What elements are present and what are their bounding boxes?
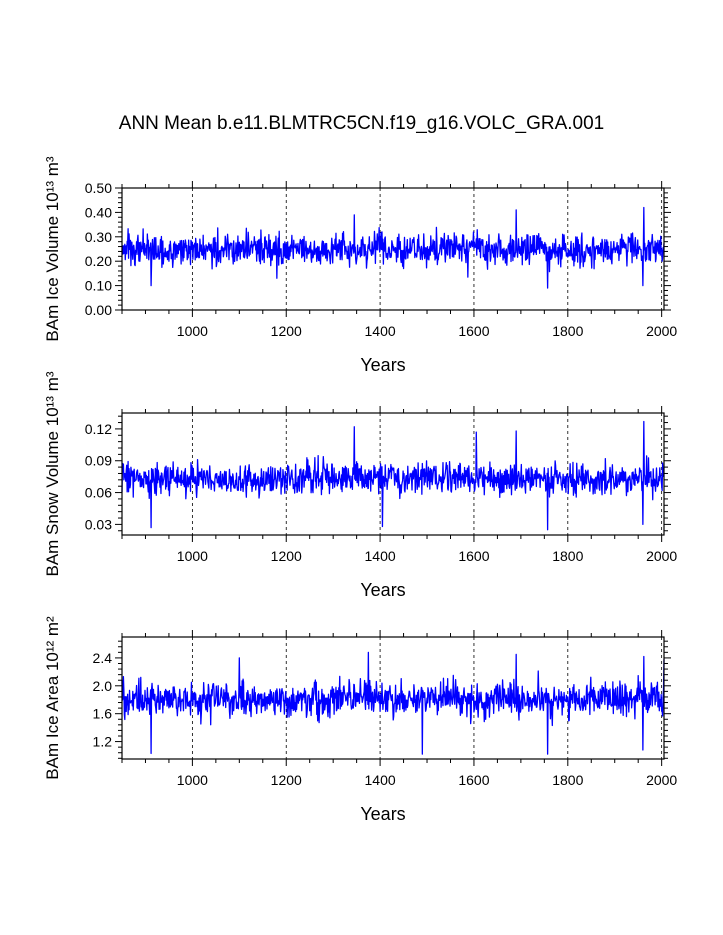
x-tick-label: 1400 — [365, 772, 396, 788]
y-tick-label: 0.50 — [85, 180, 112, 196]
y-tick-label: 0.03 — [85, 516, 112, 532]
x-tick-label: 1600 — [458, 548, 489, 564]
y-tick-label: 0.12 — [85, 421, 112, 437]
x-axis-label: Years — [360, 355, 405, 375]
y-tick-label: 0.06 — [85, 485, 112, 501]
chart-panel-2: 1000 1200 1400 1600 1800 2000 0.03 0.06 0.09 0.12… — [43, 371, 677, 600]
y-tick-label: 2.0 — [93, 678, 113, 694]
y-tick-label: 1.2 — [93, 734, 113, 750]
data-series-line — [121, 651, 665, 755]
x-tick-label: 1600 — [458, 772, 489, 788]
x-tick-label: 1200 — [271, 323, 302, 339]
y-tick-label: 2.4 — [93, 650, 113, 666]
y-tick-label: 0.00 — [85, 302, 112, 318]
y-tick-label: 0.20 — [85, 253, 112, 269]
chart-panel-1: 1000 1200 1400 1600 1800 2000 0.00 0.10 0.20 0.30… — [43, 156, 677, 375]
data-series-line — [121, 206, 665, 289]
x-tick-label: 1000 — [177, 323, 208, 339]
y-tick-label: 0.09 — [85, 453, 112, 469]
plot-frame — [121, 187, 665, 311]
x-tick-label: 1400 — [365, 323, 396, 339]
x-tick-label: 1600 — [458, 323, 489, 339]
x-tick-label: 1200 — [271, 548, 302, 564]
x-tick-label: 2000 — [646, 323, 677, 339]
x-tick-label: 2000 — [646, 548, 677, 564]
x-tick-label: 2000 — [646, 772, 677, 788]
figure-title: ANN Mean b.e11.BLMTRC5CN.f19_g16.VOLC_GR… — [118, 113, 605, 134]
x-tick-label: 1800 — [552, 548, 583, 564]
chart-panel-3: 1000 1200 1400 1600 1800 2000 1.2 1.6 2.0 2.4 Year… — [43, 616, 677, 824]
x-tick-label: 1400 — [365, 548, 396, 564]
y-axis-label: BAm Ice Area 10¹² m² — [43, 616, 62, 780]
plot-frame — [121, 636, 665, 760]
x-tick-label: 1200 — [271, 772, 302, 788]
x-tick-label: 1800 — [552, 772, 583, 788]
y-tick-label: 1.6 — [93, 706, 113, 722]
plot-frame — [121, 412, 665, 536]
y-axis-label: BAm Snow Volume 10¹³ m³ — [43, 371, 62, 576]
y-tick-label: 0.10 — [85, 278, 112, 294]
x-tick-label: 1000 — [177, 772, 208, 788]
x-tick-label: 1800 — [552, 323, 583, 339]
x-tick-label: 1000 — [177, 548, 208, 564]
data-series-line — [121, 420, 665, 531]
y-tick-label: 0.30 — [85, 229, 112, 245]
y-tick-label: 0.40 — [85, 204, 112, 220]
x-axis-label: Years — [360, 804, 405, 824]
x-axis-label: Years — [360, 580, 405, 600]
y-axis-label: BAm Ice Volume 10¹³ m³ — [43, 156, 62, 342]
